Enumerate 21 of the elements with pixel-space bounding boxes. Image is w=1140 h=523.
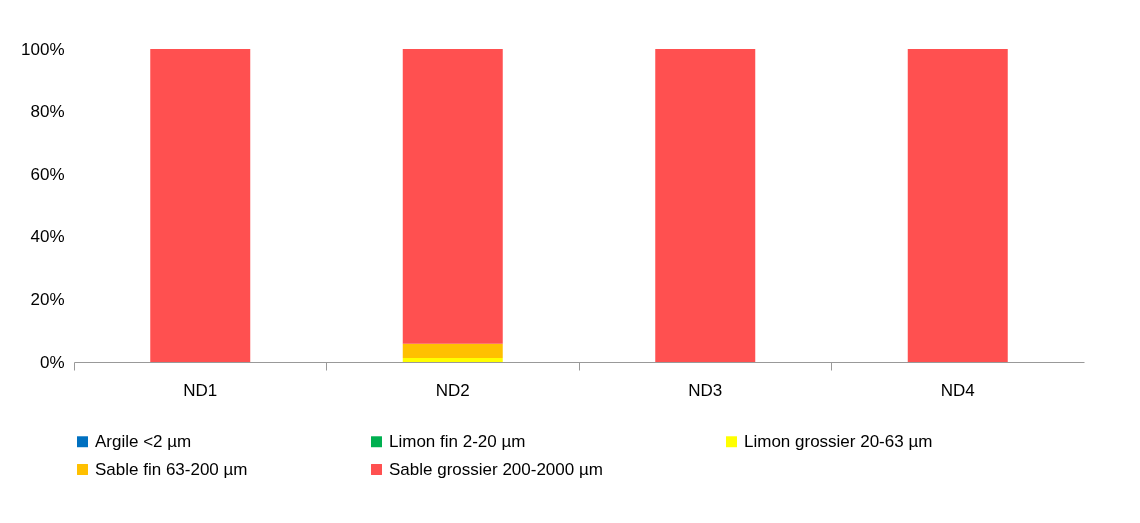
bar <box>907 49 1008 362</box>
y-tick-label: 20% <box>30 289 65 309</box>
y-tick-label: 100% <box>21 39 65 59</box>
x-tick-label: ND3 <box>688 380 723 400</box>
y-tick-label: 80% <box>30 102 65 122</box>
x-tick-label: ND2 <box>435 380 470 400</box>
legend-label: Limon fin 2-20 µm <box>389 431 526 451</box>
legend-label: Sable grossier 200-2000 µm <box>389 459 603 479</box>
legend-label: Limon grossier 20-63 µm <box>744 431 933 451</box>
y-tick-label: 60% <box>30 164 65 184</box>
y-tick-label: 40% <box>30 227 65 247</box>
legend-label: Sable fin 63-200 µm <box>95 459 248 479</box>
bar <box>402 357 503 362</box>
bar <box>150 49 251 362</box>
bar <box>655 49 756 362</box>
x-tick-label: ND4 <box>940 380 975 400</box>
bar <box>402 343 503 358</box>
y-tick-label: 0% <box>39 352 65 372</box>
legend-label: Argile <2 µm <box>95 431 192 451</box>
bar <box>402 49 503 344</box>
x-tick-label: ND1 <box>183 380 218 400</box>
